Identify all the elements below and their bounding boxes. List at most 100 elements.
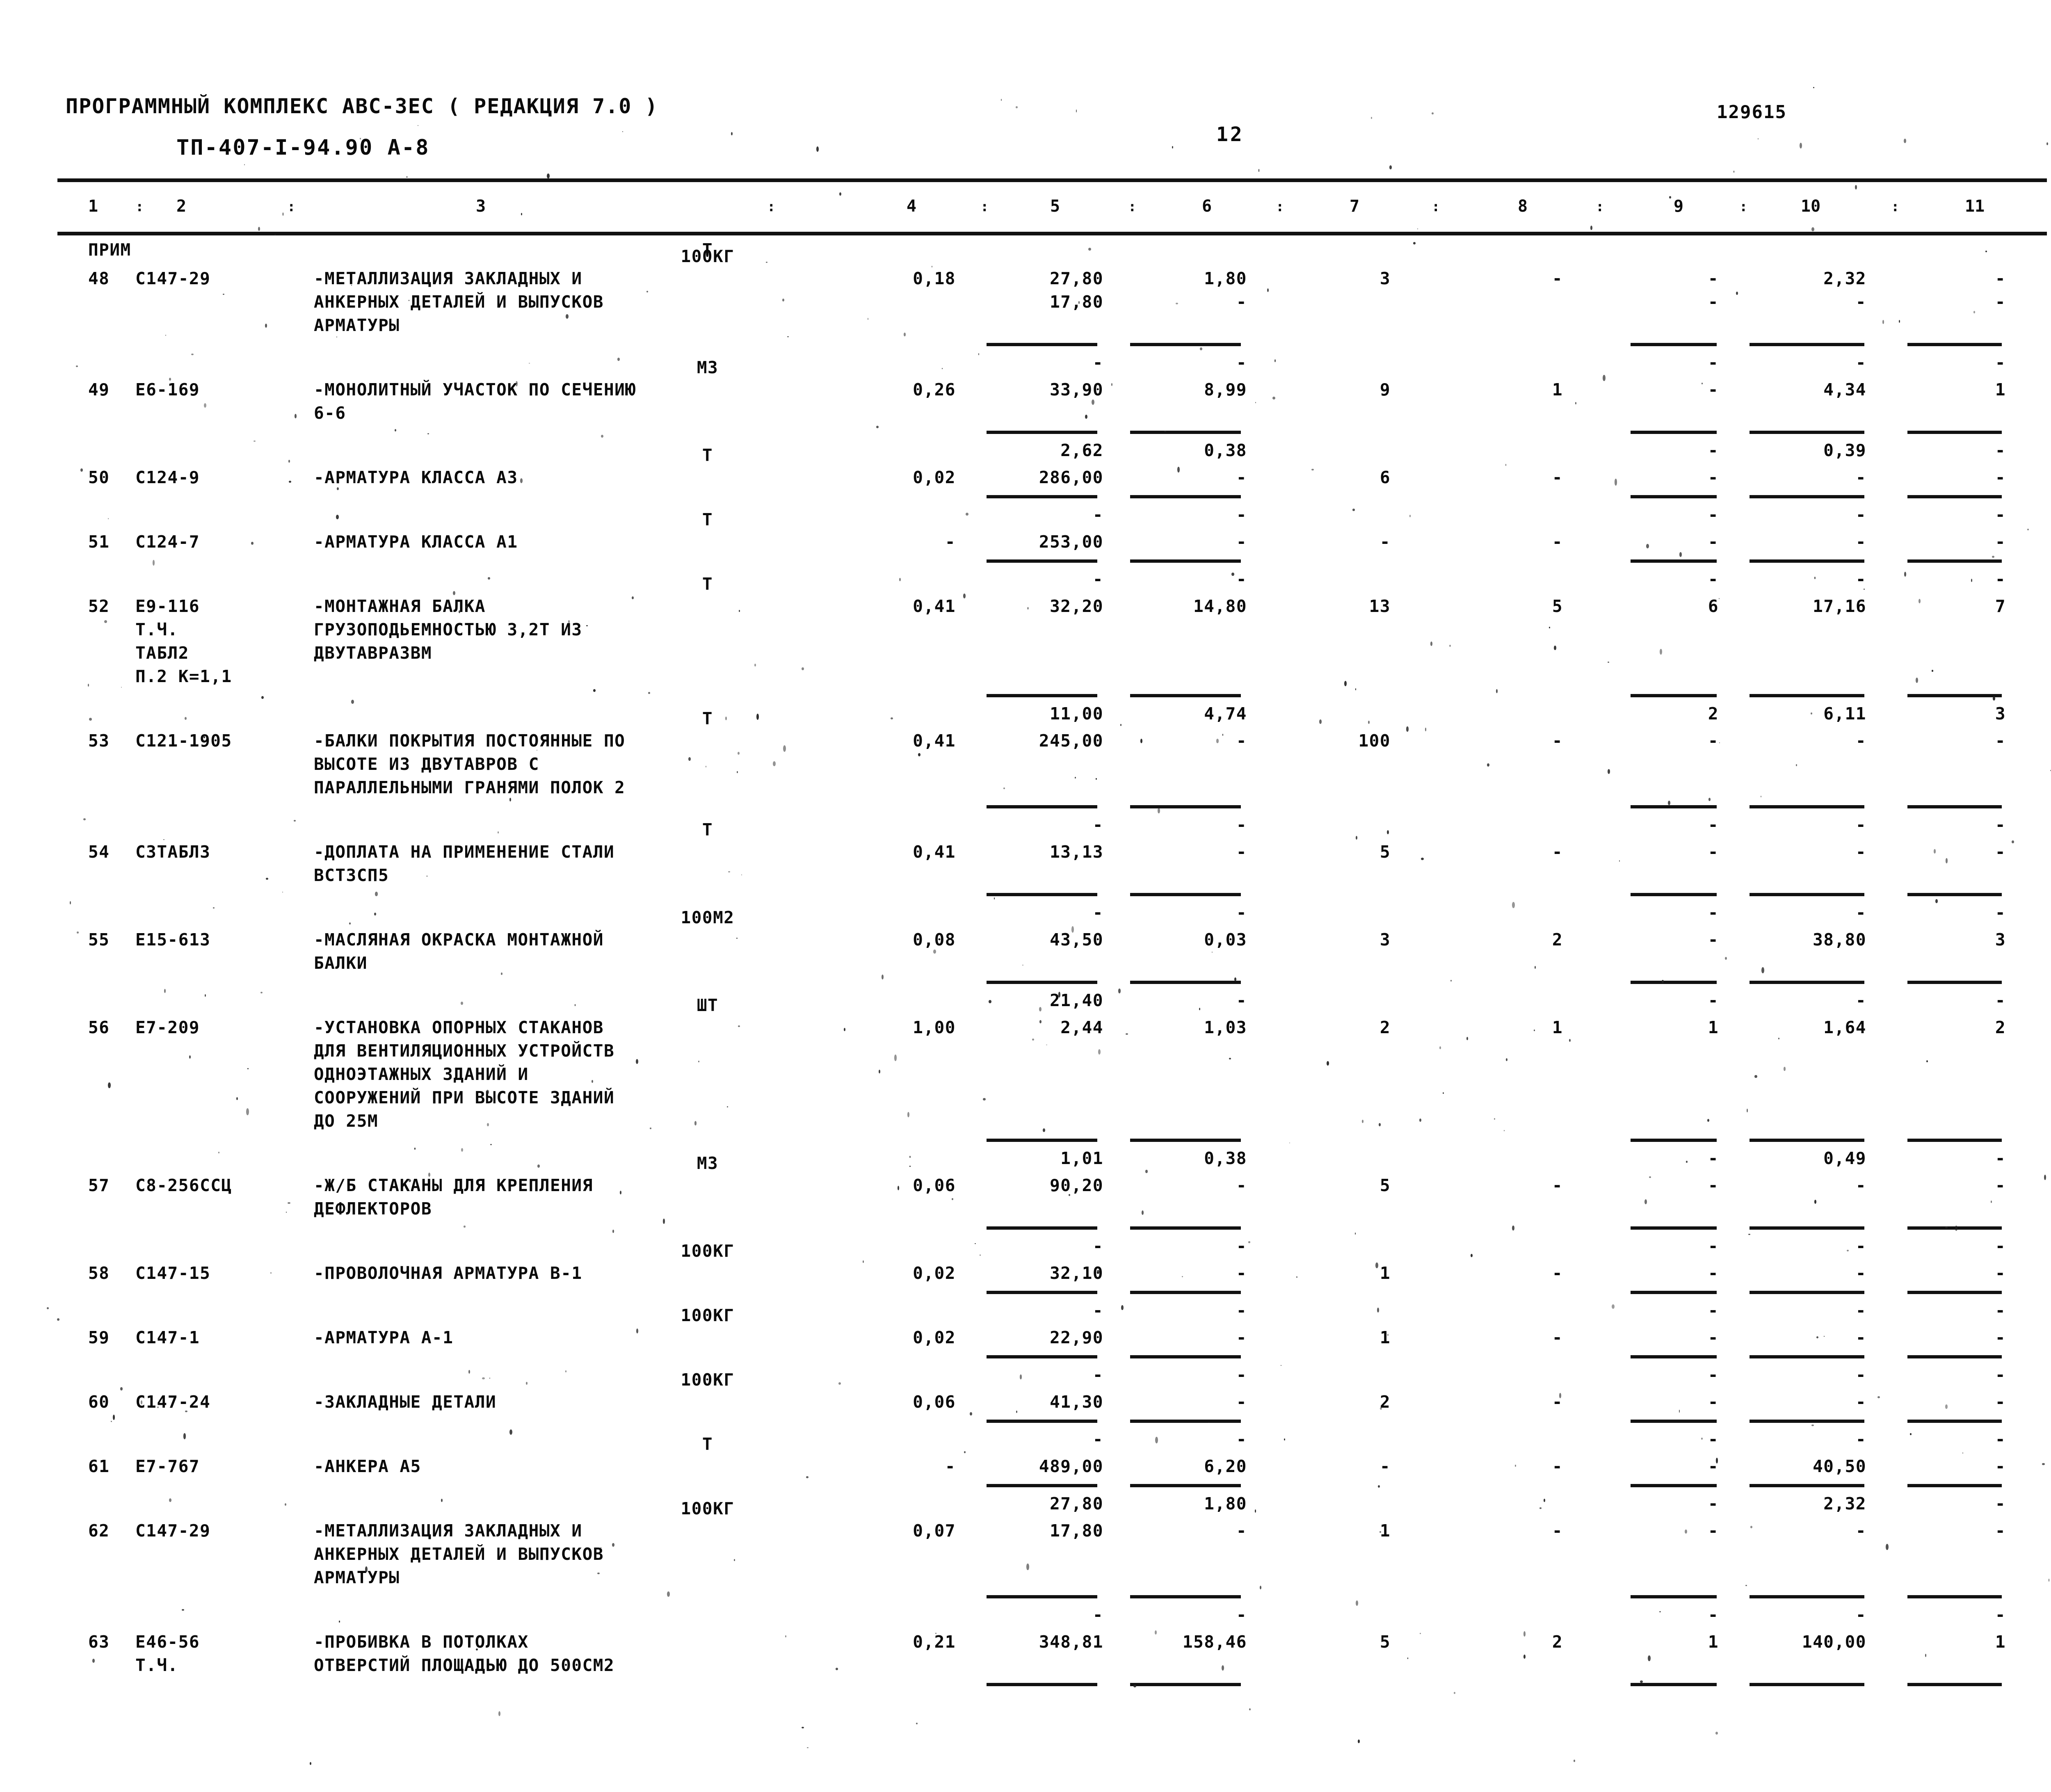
value-col-10: - bbox=[1855, 532, 1866, 552]
row-code: С8-256ССЦ bbox=[135, 1176, 232, 1195]
value-col-5: 245,00 bbox=[1039, 731, 1103, 751]
row-rule-col9 bbox=[1631, 431, 1717, 434]
row-description-line: ГРУЗОПОДЬЕМНОСТЬЮ 3,2Т ИЗ bbox=[314, 620, 582, 639]
tail-col-10: - bbox=[1855, 569, 1866, 589]
value-col-11: - bbox=[1995, 1456, 2006, 1476]
value-col-6: 6,20 bbox=[1204, 1456, 1247, 1476]
row-unit: ШТ bbox=[697, 995, 719, 1015]
row-unit: Т bbox=[702, 445, 713, 465]
value-col-5: 286,00 bbox=[1039, 468, 1103, 487]
row-description-line: -МЕТАЛЛИЗАЦИЯ ЗАКЛАДНЫХ И bbox=[314, 269, 582, 288]
row-rule-col10 bbox=[1750, 805, 1864, 808]
tail-col-9: - bbox=[1708, 1301, 1719, 1320]
tail-col-6: - bbox=[1236, 353, 1247, 372]
value-col-7: 5 bbox=[1380, 842, 1391, 862]
row-number: 50 bbox=[88, 468, 110, 487]
row-rule-col11 bbox=[1907, 1484, 2002, 1487]
tail-col-11: - bbox=[1995, 1494, 2006, 1513]
row-rule-col10 bbox=[1750, 1595, 1864, 1598]
tail-col-9: 2 bbox=[1708, 704, 1719, 724]
value-col-7: 3 bbox=[1380, 269, 1391, 288]
order-number: 129615 bbox=[1717, 102, 1787, 123]
value-col-9: - bbox=[1708, 468, 1719, 487]
value-col-11: 2 bbox=[1995, 1018, 2006, 1037]
row-sub-note: ТАБЛ2 bbox=[135, 643, 189, 663]
tail-col-5: - bbox=[1092, 505, 1103, 525]
tail-col-9: - bbox=[1708, 505, 1719, 525]
value-col-6: - bbox=[1236, 1521, 1247, 1541]
value-col-11: - bbox=[1995, 1392, 2006, 1412]
value-col-6: - bbox=[1236, 842, 1247, 862]
row-number: 61 bbox=[88, 1456, 110, 1476]
table-top-rule bbox=[57, 178, 2047, 182]
tail-col-9: - bbox=[1708, 1605, 1719, 1625]
value-col-11: 3 bbox=[1995, 930, 2006, 950]
tail-col-5: - bbox=[1092, 1605, 1103, 1625]
value-col-8: - bbox=[1552, 1263, 1563, 1283]
row-rule-col9 bbox=[1631, 1139, 1717, 1142]
tail-col-9: - bbox=[1708, 1365, 1719, 1385]
estimate-table: ПРИМ Т 100КГ -МЕТАЛЛИЗАЦИЯ ЗАКЛАДНЫХ И АНКЕР… bbox=[0, 240, 2051, 1686]
row-sub-note: Т.Ч. bbox=[135, 1655, 178, 1675]
column-header-6: 6 bbox=[1202, 197, 1212, 216]
tail-col-6: - bbox=[1236, 1365, 1247, 1385]
value-col-5: 90,20 bbox=[1050, 1176, 1103, 1195]
document-code: ТП-407-I-94.90 А-8 bbox=[176, 135, 430, 160]
tail-col-6: - bbox=[1236, 815, 1247, 835]
value-col-7: 1 bbox=[1380, 1521, 1391, 1541]
row-description-line: ОДНОЭТАЖНЫХ ЗДАНИЙ И bbox=[314, 1064, 529, 1084]
row-unit: 100КГ bbox=[681, 1499, 735, 1518]
row-unit: 100М2 bbox=[681, 908, 735, 927]
tail-col-5: - bbox=[1092, 1429, 1103, 1449]
row-rule-col9 bbox=[1631, 694, 1717, 697]
table-row-prim: ПРИМ Т bbox=[0, 240, 2051, 269]
value-col-6: 158,46 bbox=[1182, 1632, 1247, 1652]
value-col-10: 140,00 bbox=[1802, 1632, 1866, 1652]
row-rule-col11 bbox=[1907, 805, 2002, 808]
value-col-9-b: - bbox=[1708, 292, 1719, 312]
tail-col-10: 2,32 bbox=[1823, 1494, 1866, 1513]
row-code: С3ТАБЛ3 bbox=[135, 842, 211, 862]
tail-col-11: - bbox=[1995, 991, 2006, 1010]
tail-col-11: - bbox=[1995, 1236, 2006, 1256]
row-rule-col9 bbox=[1631, 1355, 1717, 1358]
row-rule-col6 bbox=[1130, 1595, 1241, 1598]
row-description-line: ДЛЯ ВЕНТИЛЯЦИОННЫХ УСТРОЙСТВ bbox=[314, 1041, 615, 1061]
tail-col-10: - bbox=[1855, 991, 1866, 1010]
value-col-6: - bbox=[1236, 1176, 1247, 1195]
value-col-11: 1 bbox=[1995, 1632, 2006, 1652]
tail-col-9: - bbox=[1708, 353, 1719, 372]
value-col-8: - bbox=[1552, 1521, 1563, 1541]
row-code: Е46-56 bbox=[135, 1632, 200, 1652]
value-col-6: - bbox=[1236, 1328, 1247, 1347]
row-description-line: -ПРОБИВКА В ПОТОЛКАХ bbox=[314, 1632, 529, 1652]
tail-col-5: - bbox=[1092, 353, 1103, 372]
tail-col-10: - bbox=[1855, 903, 1866, 922]
row-description-line: ДЕФЛЕКТОРОВ bbox=[314, 1199, 432, 1219]
tail-col-10: 0,39 bbox=[1823, 441, 1866, 460]
value-col-9: - bbox=[1708, 1263, 1719, 1283]
value-col-8: - bbox=[1552, 1392, 1563, 1412]
row-rule-col5 bbox=[987, 694, 1097, 697]
value-col-6: - bbox=[1236, 1263, 1247, 1283]
value-col-10: 1,64 bbox=[1823, 1018, 1866, 1037]
tail-col-11: - bbox=[1995, 1605, 2006, 1625]
value-col-11: - bbox=[1995, 842, 2006, 862]
value-col-5: 41,30 bbox=[1050, 1392, 1103, 1412]
tail-col-5: 2,62 bbox=[1060, 441, 1103, 460]
row-rule-col11 bbox=[1907, 343, 2002, 346]
value-col-8: 1 bbox=[1552, 380, 1563, 399]
tail-col-6: - bbox=[1236, 903, 1247, 922]
column-header-4: 4 bbox=[907, 197, 917, 216]
value-col-8: 5 bbox=[1552, 596, 1563, 616]
program-title: ПРОГРАММНЫЙ КОМПЛЕКС АВС-ЗЕС ( РЕДАКЦИЯ … bbox=[66, 94, 658, 118]
tail-col-6: 1,80 bbox=[1204, 1494, 1247, 1513]
column-separator-7: : bbox=[1432, 199, 1440, 215]
tail-col-6: 0,38 bbox=[1204, 1148, 1247, 1168]
row-rule-col11 bbox=[1907, 981, 2002, 984]
value-col-10: - bbox=[1855, 1328, 1866, 1347]
row-rule-col10 bbox=[1750, 1291, 1864, 1294]
value-col-6: 8,99 bbox=[1204, 380, 1247, 399]
value-col-5: 33,90 bbox=[1050, 380, 1103, 399]
value-col-4: - bbox=[945, 532, 956, 552]
